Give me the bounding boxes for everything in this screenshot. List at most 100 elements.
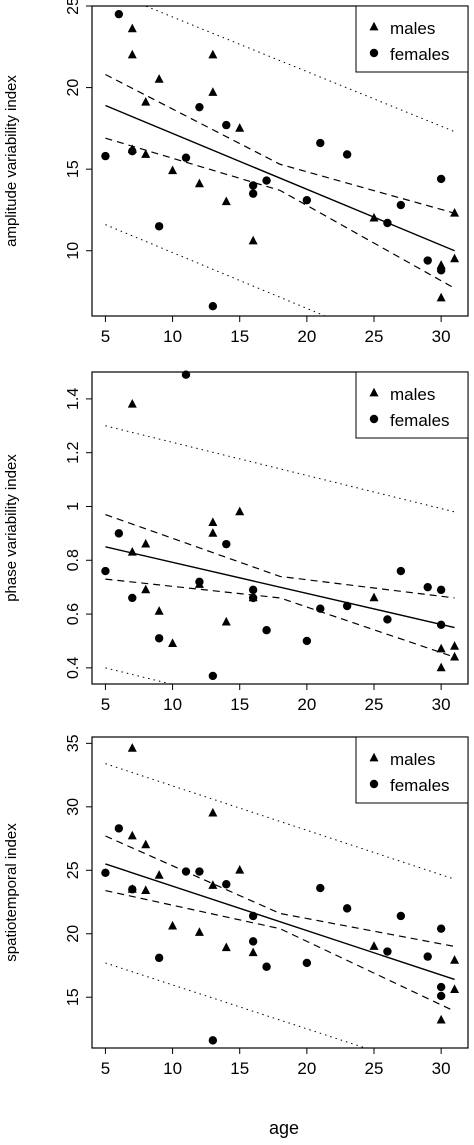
data-point-males: [154, 606, 164, 615]
data-point-males: [127, 743, 137, 752]
data-point-females: [114, 529, 124, 538]
data-point-females: [423, 256, 432, 265]
data-point-males: [450, 955, 460, 964]
legend-label: females: [390, 45, 450, 64]
data-point-males: [235, 506, 245, 516]
data-point-males: [369, 941, 379, 950]
panel-3: 5 10 15 20 25 30 15 20 25 30 35 spatiotemporal inde…: [3, 734, 469, 1078]
panel-1: 5 10 15 20 25 30 10 15 20 25 amplitude variability…: [3, 0, 469, 346]
data-point-females: [342, 150, 352, 159]
data-point-males: [141, 839, 151, 849]
y-tick-label: 0.6: [65, 603, 82, 625]
prediction-interval-upper: [105, 425, 455, 513]
data-point-males: [221, 616, 231, 626]
data-point-females: [181, 867, 191, 876]
data-point-females: [302, 636, 312, 646]
data-point-females: [154, 222, 164, 231]
data-point-males: [127, 399, 137, 408]
y-axis-title: amplitude variability index: [3, 75, 20, 247]
data-point-females: [128, 885, 137, 894]
x-tick-label: 20: [297, 695, 316, 714]
data-point-females: [436, 174, 446, 184]
prediction-interval-upper: [144, 6, 455, 133]
data-point-females: [101, 151, 110, 161]
data-point-females: [262, 626, 271, 635]
data-point-males: [127, 49, 137, 59]
x-tick-label: 20: [297, 327, 316, 346]
x-tick-label: 5: [101, 695, 110, 714]
data-point-females: [222, 120, 231, 130]
y-tick-label: 35: [65, 734, 82, 752]
panel-2: 5 10 15 20 25 30 0.4 0.6 0.8 1 1.2 1.4 phase variabi…: [3, 370, 469, 714]
data-point-females: [154, 634, 164, 643]
legend-circle-icon: [369, 48, 379, 58]
y-axis-title: spatiotemporal index: [3, 823, 20, 962]
legend-triangle-icon: [369, 752, 379, 762]
y-tick-label: 10: [65, 242, 82, 260]
legend-box: [355, 371, 469, 439]
data-point-males: [450, 207, 460, 217]
data-point-females: [195, 577, 204, 586]
data-point-females: [101, 566, 110, 576]
data-point-females: [248, 189, 258, 198]
legend-box: [355, 736, 469, 804]
data-point-males: [235, 865, 245, 874]
legend-triangle-icon: [369, 21, 379, 31]
data-point-males: [208, 880, 218, 889]
data-point-females: [436, 266, 446, 275]
data-point-females: [436, 585, 446, 595]
data-point-males: [208, 87, 218, 96]
data-point-males: [450, 641, 460, 650]
x-tick-label: 25: [365, 1059, 384, 1078]
data-point-females: [195, 102, 204, 112]
y-tick-label: 20: [65, 79, 82, 97]
legend-label: males: [390, 19, 435, 38]
y-tick-label: 25: [65, 0, 82, 15]
data-point-females: [262, 176, 271, 185]
data-point-females: [436, 924, 446, 933]
data-point-females: [208, 302, 218, 311]
data-point-females: [302, 958, 312, 968]
data-point-females: [383, 947, 392, 956]
y-tick-label: 25: [65, 861, 82, 879]
data-point-males: [208, 49, 218, 59]
data-point-males: [369, 212, 379, 222]
data-point-males: [436, 662, 446, 672]
x-tick-label: 5: [101, 1059, 110, 1078]
data-point-females: [128, 593, 137, 603]
legend-circle-icon: [369, 414, 379, 424]
data-point-males: [168, 638, 178, 648]
plot-frame: [91, 5, 469, 317]
plot-frame: [91, 371, 469, 685]
data-point-females: [208, 671, 218, 681]
data-point-females: [396, 566, 406, 576]
y-tick-label: 30: [65, 798, 82, 816]
data-point-males: [141, 885, 151, 894]
data-point-females: [436, 982, 446, 992]
legend-label: females: [390, 411, 450, 430]
data-point-males: [127, 23, 137, 33]
data-point-females: [436, 991, 446, 1001]
data-point-females: [248, 911, 258, 921]
data-point-males: [436, 260, 446, 269]
data-point-females: [383, 615, 392, 624]
y-tick-label: 0.8: [65, 549, 82, 571]
data-point-females: [195, 867, 204, 876]
data-point-females: [114, 9, 124, 19]
data-point-females: [222, 539, 231, 549]
prediction-interval-upper: [105, 763, 455, 880]
x-tick-label: 30: [432, 695, 451, 714]
data-point-males: [248, 947, 258, 957]
data-point-males: [194, 927, 204, 936]
prediction-interval-lower: [105, 224, 327, 316]
legend-label: females: [390, 776, 450, 795]
data-point-females: [262, 962, 271, 971]
y-tick-label: 15: [65, 988, 82, 1006]
regression-line: [105, 104, 455, 252]
y-axis-title: phase variability index: [3, 454, 20, 602]
legend-label: males: [390, 750, 435, 769]
data-point-males: [154, 74, 164, 83]
confidence-band-lower: [105, 578, 455, 658]
data-point-females: [316, 604, 325, 613]
